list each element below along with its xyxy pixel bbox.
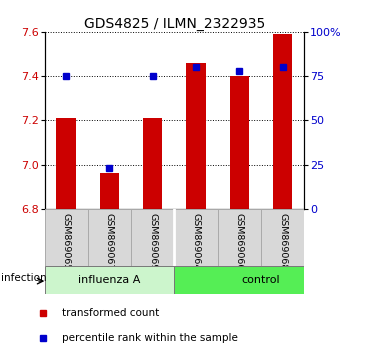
Title: GDS4825 / ILMN_2322935: GDS4825 / ILMN_2322935 xyxy=(84,17,265,31)
Text: GSM869069: GSM869069 xyxy=(148,213,157,271)
Bar xyxy=(45,209,88,266)
Text: percentile rank within the sample: percentile rank within the sample xyxy=(62,333,238,343)
Bar xyxy=(273,34,292,209)
Bar xyxy=(186,63,206,209)
Bar xyxy=(174,209,218,266)
Text: control: control xyxy=(242,275,280,285)
Bar xyxy=(100,173,119,209)
Bar xyxy=(45,266,174,294)
Bar xyxy=(88,209,131,266)
Bar xyxy=(174,266,304,294)
Bar xyxy=(56,118,76,209)
Text: GSM869067: GSM869067 xyxy=(105,213,114,271)
Text: transformed count: transformed count xyxy=(62,308,160,318)
Bar xyxy=(218,209,261,266)
Bar xyxy=(143,118,162,209)
Text: GSM869066: GSM869066 xyxy=(235,213,244,271)
Bar xyxy=(131,209,174,266)
Bar xyxy=(230,76,249,209)
Text: infection: infection xyxy=(1,273,47,283)
Bar xyxy=(261,209,304,266)
Text: GSM869064: GSM869064 xyxy=(191,213,200,271)
Text: GSM869065: GSM869065 xyxy=(62,213,70,271)
Text: influenza A: influenza A xyxy=(78,275,141,285)
Text: GSM869068: GSM869068 xyxy=(278,213,287,271)
